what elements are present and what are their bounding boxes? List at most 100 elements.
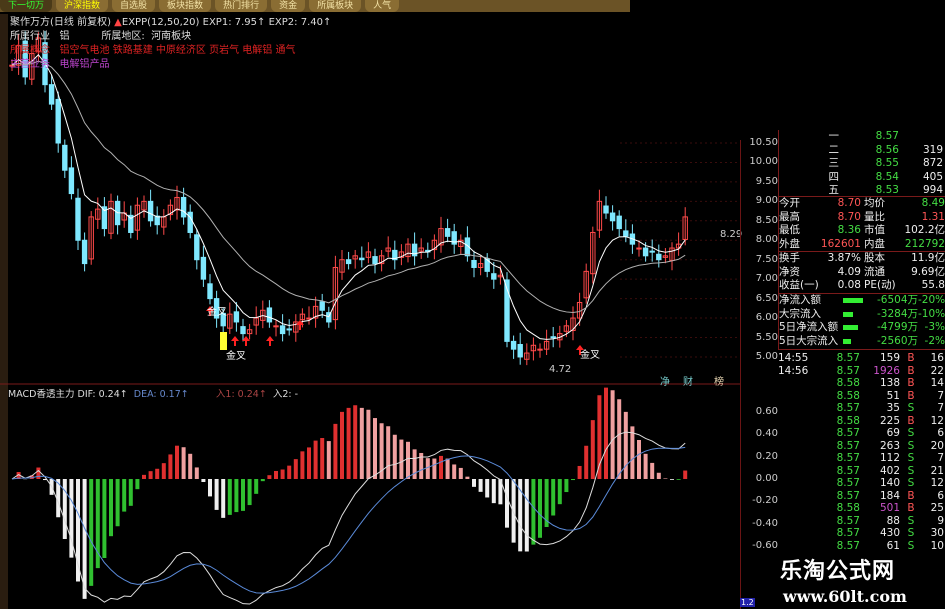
exp1-value: EXP1: 7.95↑ [202, 17, 266, 28]
flow-pct: -3% [924, 321, 945, 333]
tick-list[interactable]: 14:55 8.57 159 B 16 14:56 8.57 1926 B 22 8.58 138 B 1… [778, 352, 945, 552]
tag-cai[interactable]: 财 [683, 377, 693, 388]
candle-body [48, 84, 55, 105]
candle-body [286, 328, 292, 331]
tick-time: 14:56 [778, 364, 809, 377]
stat-row: 最高 8.70 量比 1.31 [779, 211, 945, 225]
tick-price: 8.57 [836, 477, 860, 489]
tick-row: 8.57 112 S 7 [778, 452, 945, 465]
candle-body [537, 348, 543, 351]
order-book-row[interactable]: 三 8.55 872 [779, 157, 945, 171]
stat-label: 市值 [864, 224, 885, 236]
low-price-label: 4.72 [549, 364, 572, 375]
macd-header: MACD香透主力 DIF: 0.24↑ DEA: 0.17↑ 入1: 0.24↑… [8, 386, 298, 400]
candle-body [590, 231, 596, 275]
tab-4[interactable]: 热门排行 [215, 0, 268, 12]
stat-value: 162601 [820, 237, 861, 250]
macd-title: MACD香透主力 [8, 389, 75, 400]
tick-volume: 501 [879, 502, 900, 514]
candle-body [411, 243, 418, 257]
tab-5[interactable]: 资金 [271, 0, 306, 12]
tick-time [778, 527, 818, 540]
tick-time [778, 477, 818, 490]
tick-side: B [907, 502, 915, 514]
tick-count: 14 [930, 377, 944, 389]
tab-2[interactable]: 自选股 [112, 0, 156, 12]
golden-cross-label: 金叉 [580, 350, 600, 361]
red-arrow-icon [242, 336, 250, 346]
tick-time [778, 440, 818, 453]
candle-body [636, 247, 642, 250]
macd-axis-label: 0.60 [755, 406, 778, 417]
watermark-name: 乐淘公式网 [780, 558, 896, 584]
candle-body [596, 200, 603, 231]
high-price-label: 8.29 [720, 229, 743, 240]
tab-3[interactable]: 板块指数 [159, 0, 212, 12]
tab-7[interactable]: 人气 [365, 0, 400, 12]
tick-side: B [907, 364, 915, 377]
price-axis-label: 5.00 [755, 350, 778, 362]
candle-body [312, 305, 319, 319]
indicator-name: EXPP(12,50,20) [121, 17, 200, 28]
price-axis-label: 10.00 [749, 156, 778, 168]
candle-body [147, 200, 154, 222]
business-line: 主营业务 电解铝产品 [10, 55, 110, 70]
order-book-row[interactable]: 四 8.54 405 [779, 171, 945, 185]
stat-label: 量比 [864, 210, 885, 223]
flow-bar-track [843, 321, 871, 335]
tick-volume: 51 [886, 389, 900, 402]
tick-volume: 69 [886, 427, 900, 439]
tick-time [778, 452, 818, 465]
concept-line: 所属概念 铝空气电池 铁路基建 中原经济区 页岩气 电解铝 通气 [10, 41, 295, 56]
tick-side: B [907, 414, 915, 427]
level-volume [899, 130, 943, 144]
order-book-row[interactable]: 五 8.53 994 [779, 184, 945, 198]
tab-1[interactable]: 沪深指数 [56, 0, 109, 12]
tick-volume: 140 [879, 477, 900, 489]
stat-row: 外盘 162601 内盘 212792 [779, 238, 945, 252]
stat-value: 4.09 [837, 265, 861, 278]
macd-axis-label: -0.20 [752, 495, 778, 507]
macd-in2: 入2: - [272, 389, 299, 400]
tab-6[interactable]: 所属板块 [309, 0, 362, 12]
candle-body [279, 325, 286, 335]
level-label: 一 [828, 130, 840, 142]
share-stats: 换手 3.87% 股本 11.9亿 净资 4.09 流通 9.69亿 收益(一) 0.08 PE(动… [778, 252, 945, 294]
tick-side: B [907, 352, 915, 364]
chart-canvas[interactable] [0, 12, 740, 609]
left-tab-strip[interactable] [0, 14, 8, 609]
tick-row: 8.57 69 S 6 [778, 427, 945, 440]
business-label: 主营业务 [10, 59, 50, 70]
quote-stats: 今开 8.70 均价 8.49 最高 8.70 量比 1.31 最低 8.36 市值 102.2亿 外盘… [778, 197, 945, 252]
tick-price: 8.58 [836, 414, 860, 427]
order-book-row[interactable]: 二 8.56 319 [779, 144, 945, 158]
candle-body [563, 325, 570, 332]
tag-bang[interactable]: 榜 [714, 377, 724, 388]
stat-label: 最低 [779, 224, 800, 236]
tick-price: 8.57 [836, 427, 860, 439]
tick-time [778, 390, 818, 403]
stat-value: 0.08 [837, 279, 861, 291]
tag-jing[interactable]: 净 [660, 377, 670, 388]
candle-body [504, 279, 510, 342]
concept-label: 所属概念 [10, 45, 50, 56]
flow-value: -3284万 [876, 307, 918, 320]
tick-side: B [907, 489, 915, 502]
tick-price: 8.57 [836, 514, 860, 527]
tick-time [778, 490, 818, 503]
tick-volume: 61 [886, 539, 900, 552]
stat-value: 55.8 [921, 279, 945, 291]
candle-body [339, 259, 345, 273]
price-axis-label: 5.50 [755, 331, 778, 343]
candle-body [299, 313, 306, 321]
chart-header: 聚作万方(日线 前复权) ▲EXPP(12,50,20) EXP1: 7.95↑… [10, 13, 331, 28]
tick-row: 8.58 138 B 14 [778, 377, 945, 390]
candle-body [207, 283, 213, 300]
tab-0[interactable]: 下一切万 [0, 0, 53, 12]
flow-value: -4799万 [876, 321, 918, 333]
tick-side: S [907, 464, 915, 477]
candle-body [405, 243, 411, 258]
order-book-row[interactable]: 一 8.57 [779, 130, 945, 144]
tick-row: 14:56 8.57 1926 B 22 [778, 365, 945, 378]
tick-row: 14:55 8.57 159 B 16 [778, 352, 945, 365]
